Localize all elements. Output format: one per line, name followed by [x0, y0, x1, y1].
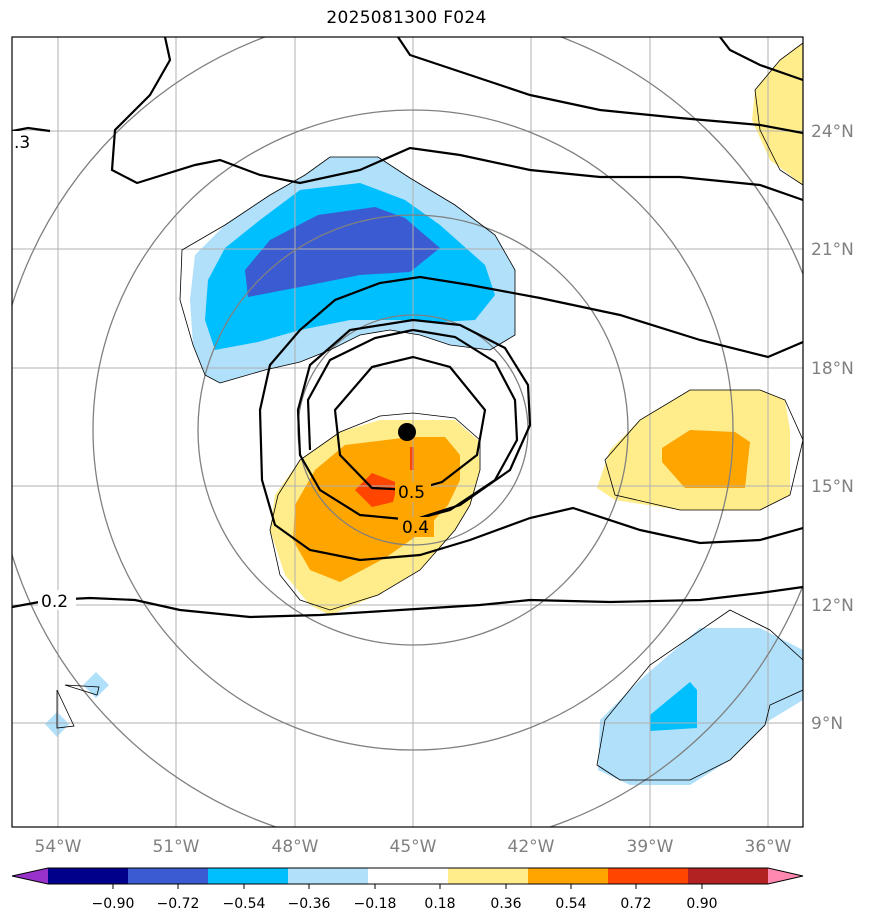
x-tick-label: 36°W [745, 837, 792, 857]
y-tick-label: 18°N [811, 359, 854, 379]
colorbar: −0.90 −0.72 −0.54 −0.36 −0.18 0.18 0.36 … [11, 867, 804, 912]
contour-label-0.4: 0.4 [402, 518, 429, 538]
storm-center-marker [398, 423, 416, 441]
colorbar-segment [528, 868, 609, 884]
x-tick-label: 42°W [508, 837, 555, 857]
colorbar-segment [448, 868, 529, 884]
colorbar-tick-label: 0.72 [620, 896, 651, 912]
shade-lightblue-southeast [598, 628, 803, 785]
colorbar-tick-label: −0.18 [354, 896, 397, 912]
map-title: 2025081300 F024 [326, 8, 487, 28]
colorbar-tick-marks [112, 884, 703, 889]
colorbar-tick-label: −0.36 [288, 896, 331, 912]
colorbar-extend-high [768, 868, 803, 884]
colorbar-tick-label: 0.36 [490, 896, 521, 912]
colorbar-segment [688, 868, 769, 884]
colorbar-segment [288, 868, 369, 884]
colorbar-tick-label: 0.54 [555, 896, 586, 912]
colorbar-segment [48, 868, 129, 884]
y-tick-label: 21°N [811, 240, 854, 260]
contour-label-group: .3 0.2 0.4 0.5 [12, 131, 434, 612]
x-tick-label: 45°W [390, 837, 437, 857]
y-axis-labels: 24°N 21°N 18°N 15°N 12°N 9°N [811, 122, 854, 734]
colorbar-segment [208, 868, 289, 884]
distance-rings [12, 37, 803, 827]
colorbar-tick-label: −0.90 [92, 896, 135, 912]
colorbar-segments [12, 868, 803, 884]
plot-frame [11, 36, 804, 828]
colorbar-segment [128, 868, 209, 884]
shade-cyan-southeast [650, 682, 697, 731]
thick-contours [12, 37, 803, 619]
y-tick-label: 9°N [811, 714, 843, 734]
x-tick-label: 54°W [35, 837, 82, 857]
x-tick-label: 39°W [627, 837, 674, 857]
x-tick-label: 51°W [153, 837, 200, 857]
x-axis-labels: 54°W 51°W 48°W 45°W 42°W 39°W 36°W [35, 837, 792, 857]
colorbar-tick-label: −0.72 [157, 896, 200, 912]
contour-label-0.3: .3 [14, 133, 30, 153]
x-tick-label: 48°W [272, 837, 319, 857]
y-tick-label: 15°N [811, 477, 854, 497]
shade-orange-east [662, 430, 750, 488]
shade-royalblue-north [245, 207, 440, 297]
colorbar-tick-label: −0.54 [223, 896, 266, 912]
thin-contours [56, 42, 803, 781]
colorbar-extend-low [12, 868, 48, 884]
contour-label-0.5: 0.5 [398, 483, 425, 503]
colorbar-segment [368, 868, 449, 884]
negative-anomaly-north [190, 157, 515, 383]
colorbar-tick-label: 0.18 [424, 896, 455, 912]
map-plot-area: .3 0.2 0.4 0.5 [12, 37, 803, 827]
shade-lightblue-diamond-1 [83, 672, 109, 698]
colorbar-tick-label: 0.90 [686, 896, 717, 912]
positive-anomaly-east [597, 390, 790, 510]
colorbar-segment [608, 868, 689, 884]
y-tick-label: 12°N [811, 596, 854, 616]
contour-label-0.2: 0.2 [41, 592, 68, 612]
colorbar-tick-labels: −0.90 −0.72 −0.54 −0.36 −0.18 0.18 0.36 … [92, 896, 718, 912]
y-tick-label: 24°N [811, 122, 854, 142]
shade-orange-center [293, 437, 460, 582]
colorbar-outline [11, 867, 804, 885]
negative-anomaly-southeast [598, 628, 803, 785]
